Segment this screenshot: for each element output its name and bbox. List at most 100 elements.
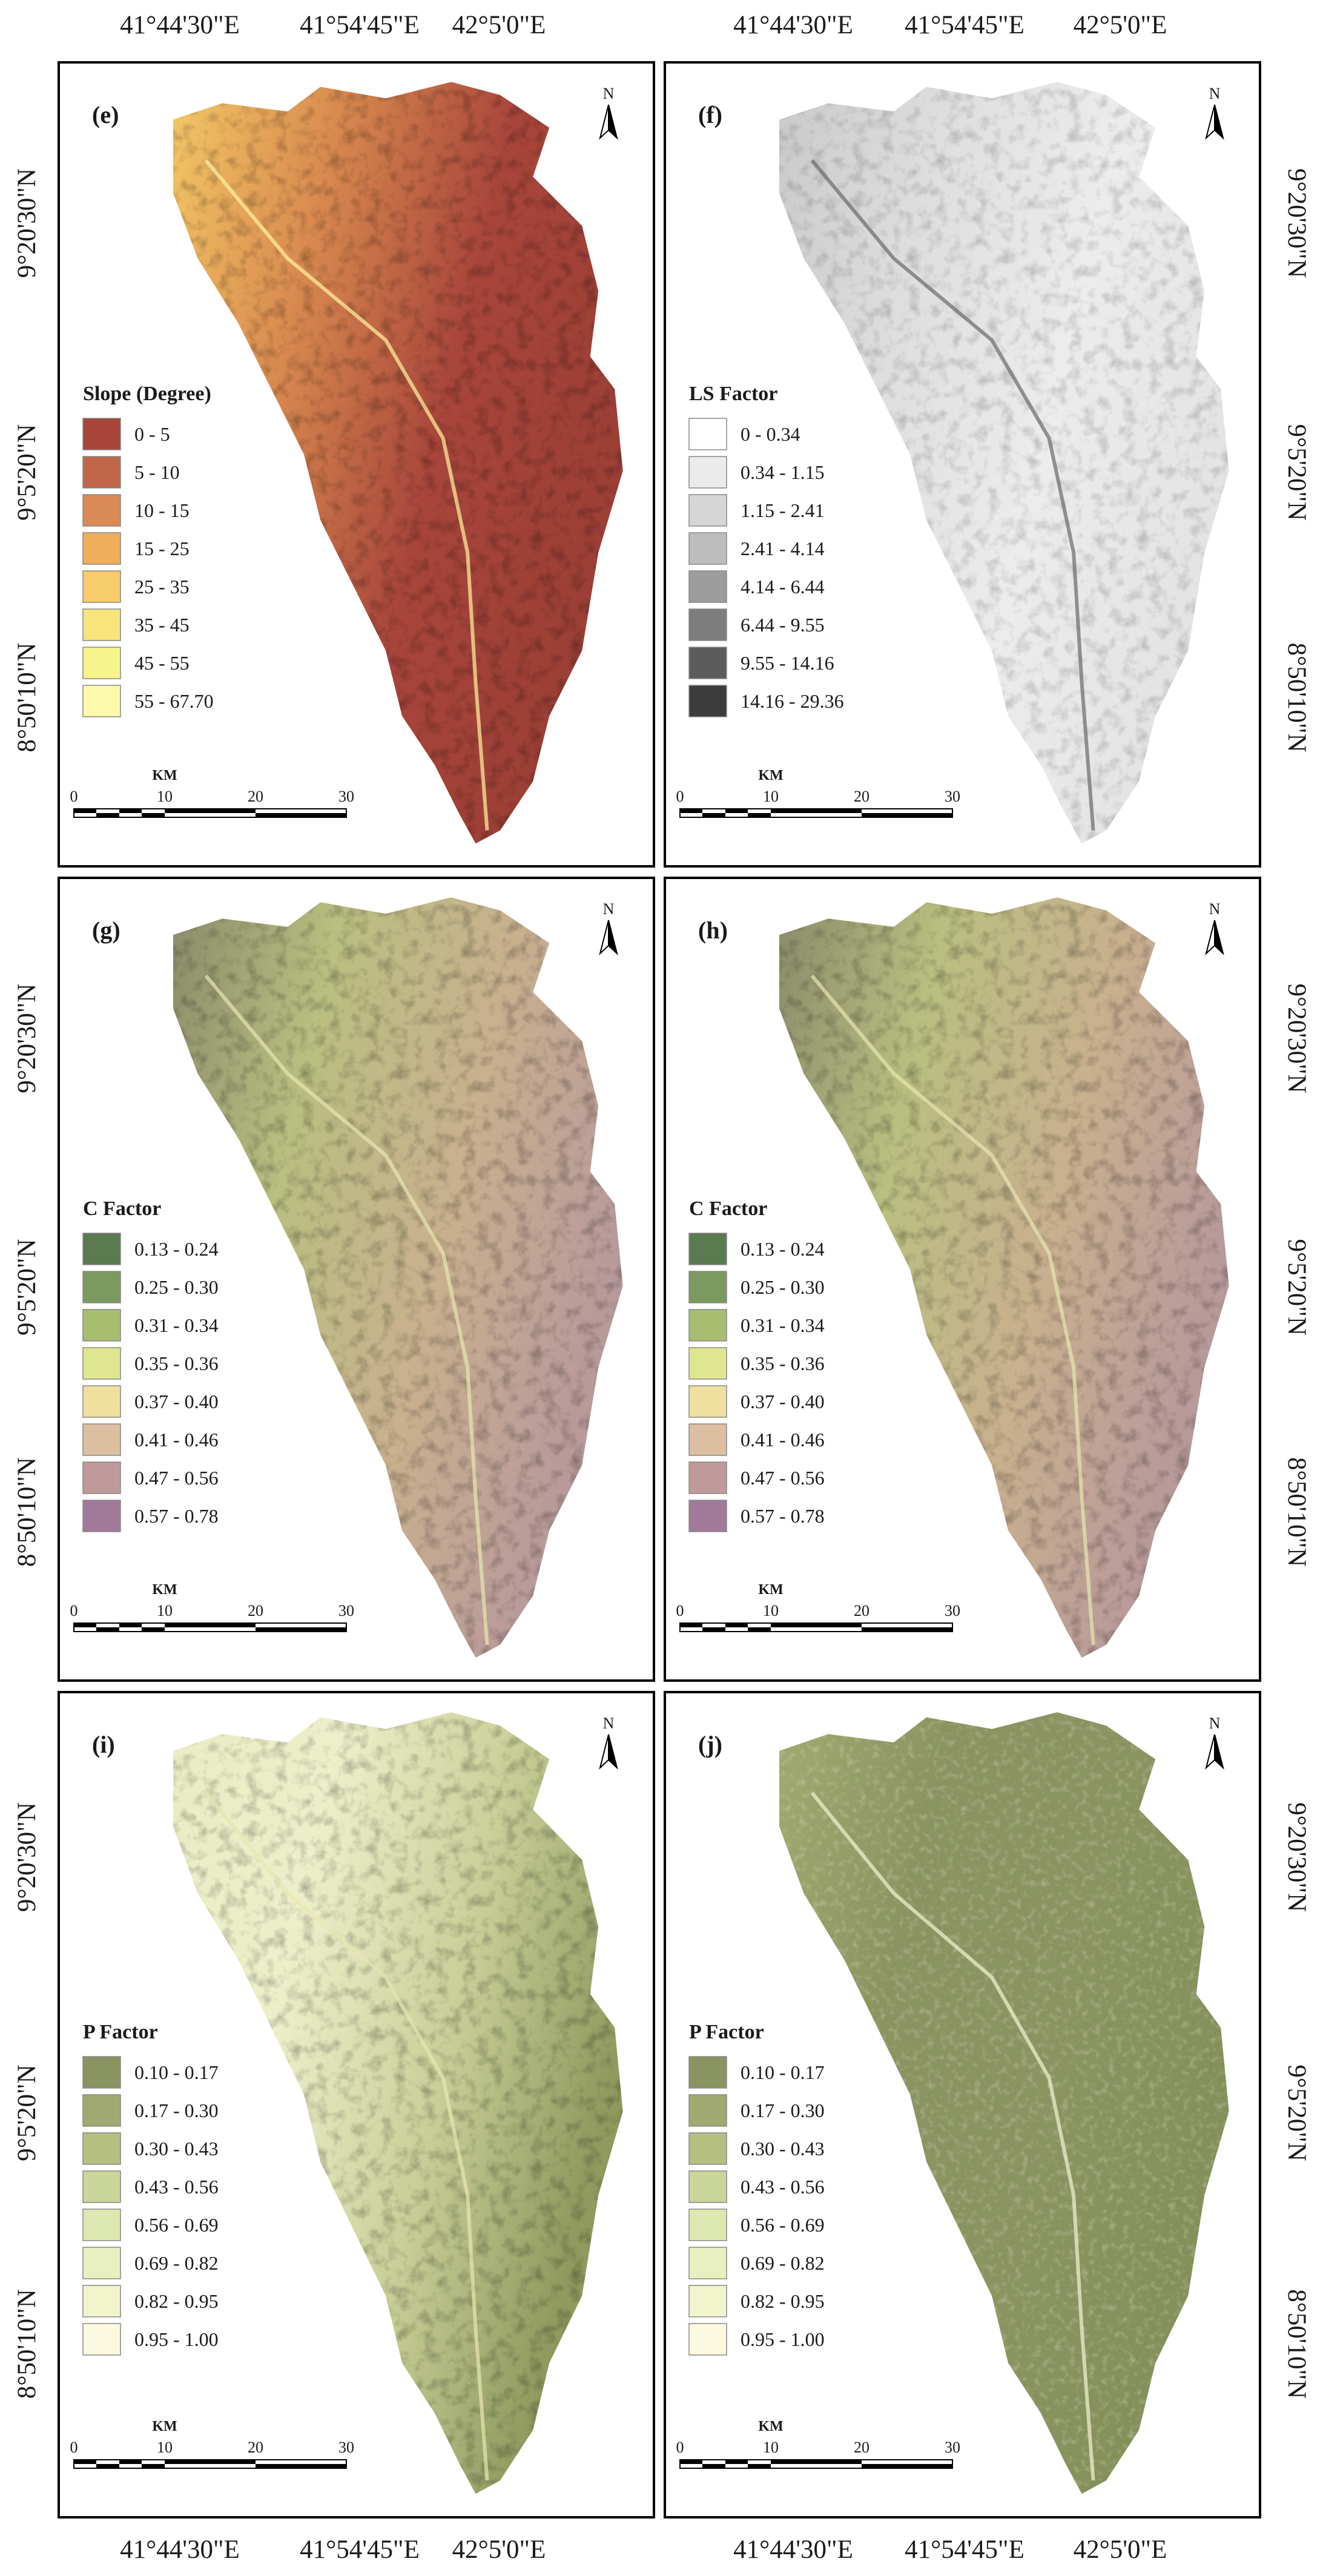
scale-tick-label: 0 [70,2439,78,2456]
scale-bar-segment [142,2464,165,2468]
legend-swatch [82,608,121,641]
scale-unit: KM [758,768,783,783]
scale-tick-label: 10 [157,1602,173,1619]
right-coordinate-label: 9°5'20"N [1282,2064,1311,2161]
legend-label: 10 - 15 [134,499,190,521]
legend-swatch [688,494,727,527]
scale-bar-segment [862,1627,952,1632]
river [204,1791,489,2481]
scale-bar-segment [725,1623,748,1627]
legend-swatch [82,2170,121,2203]
right-coordinate-label: 8°50'10"N [1282,2289,1311,2399]
legend-swatch [688,570,727,603]
legend-label: 0.95 - 1.00 [134,2328,219,2350]
legend-swatch [82,1347,121,1380]
scale-bar-segment [680,809,702,813]
scale-tick-label: 30 [945,788,960,805]
scale-bar-segment [748,2464,771,2468]
bottom-coordinate-label: 42°5'0"E [1074,2535,1167,2564]
legend-label: 1.15 - 2.41 [741,499,825,521]
legend-label: 25 - 35 [134,576,190,598]
scale-tick-label: 10 [763,1602,779,1619]
legend-swatch [82,1461,121,1494]
scale-bar-segment [119,809,142,813]
legend-swatch [688,2094,727,2127]
legend-label: 0.31 - 0.34 [741,1314,825,1336]
legend-swatch [688,2285,727,2317]
legend-label: 0.57 - 0.78 [134,1505,219,1527]
legend-label: 0.35 - 0.36 [741,1352,825,1374]
legend-title: P Factor [689,2021,764,2043]
right-coordinate-label: 9°20'30"N [1282,984,1311,1093]
legend-label: 4.14 - 6.44 [741,576,825,598]
map-panel: (g) N C Factor 0.13 - 0.24 0.25 - 0.30 0.31 -… [58,877,655,1682]
legend-label: 6.44 - 9.55 [741,614,825,636]
river [204,159,489,831]
scale-tick-label: 0 [676,788,684,805]
scale-bar-segment [165,1623,256,1627]
map-panel: (j) N P Factor 0.10 - 0.17 0.17 - 0.30 0.30 -… [664,1691,1261,2518]
map-texture [173,897,623,1658]
scale-tick-label: 0 [676,2439,684,2456]
left-coordinate-label: 9°5'20"N [13,424,41,521]
legend-swatch [688,2247,727,2279]
left-coordinate-label: 9°5'20"N [13,2064,41,2161]
scale-bar-segment [119,1623,142,1627]
panel-letter: (h) [698,917,728,944]
map-texture [173,82,623,844]
legend-swatch [82,2209,121,2241]
legend-title: P Factor [83,2021,158,2043]
panel-letter: (g) [92,917,120,944]
scale-bar-segment [862,2464,952,2468]
legend-label: 0.57 - 0.78 [741,1505,825,1527]
legend-swatch [82,647,121,679]
top-coordinate-label: 41°44'30"E [120,11,240,39]
legend-title: C Factor [83,1197,161,1220]
legend-label: 0.10 - 0.17 [134,2061,219,2083]
legend-swatch [688,2132,727,2165]
right-coordinate-label: 8°50'10"N [1282,643,1311,753]
legend-label: 0.37 - 0.40 [134,1391,219,1412]
legend-label: 0 - 5 [134,423,170,445]
panel-letter: (j) [698,1731,722,1758]
legend-label: 2.41 - 4.14 [741,538,825,559]
legend-swatch [688,1385,727,1418]
left-coordinate-label: 8°50'10"N [13,2289,41,2399]
river [810,1791,1095,2481]
scale-bar-segment [142,1627,165,1632]
bottom-coordinate-label: 41°54'45"E [905,2535,1024,2564]
right-coordinate-label: 9°5'20"N [1282,424,1311,521]
legend-swatch [82,570,121,603]
legend-swatch [688,685,727,717]
legend-label: 0.17 - 0.30 [134,2100,219,2121]
legend-swatch [82,2323,121,2356]
scale-bar-segment [74,809,96,813]
north-arrow-right [1214,104,1224,140]
legend-swatch [82,2094,121,2127]
top-coordinate-label: 42°5'0"E [452,11,546,39]
river [810,159,1095,831]
scale-tick-label: 20 [248,788,263,805]
north-arrow-right [1214,920,1224,956]
legend-swatch [688,1461,727,1494]
scale-tick-label: 0 [70,788,78,805]
scale-bar-segment [748,1627,771,1632]
scale-bar-segment [96,2464,119,2468]
legend-swatch [82,1500,121,1532]
scale-tick-label: 0 [70,1602,78,1619]
scale-tick-label: 20 [248,2439,263,2456]
legend-swatch [688,1500,727,1532]
legend-label: 35 - 45 [134,614,190,636]
map-texture [173,1712,623,2494]
legend-swatch [688,647,727,679]
legend-label: 0.82 - 0.95 [134,2290,219,2312]
legend-label: 0.41 - 0.46 [741,1429,825,1451]
right-coordinate-label: 9°20'30"N [1282,1802,1311,1912]
north-arrow-right [608,104,618,140]
bottom-coordinate-label: 41°44'30"E [120,2535,240,2564]
scale-bar-segment [702,2464,725,2468]
legend-swatch [82,1309,121,1342]
top-coordinate-label: 41°54'45"E [905,11,1024,39]
legend-label: 0.13 - 0.24 [134,1238,219,1260]
legend-label: 0.41 - 0.46 [134,1429,219,1451]
